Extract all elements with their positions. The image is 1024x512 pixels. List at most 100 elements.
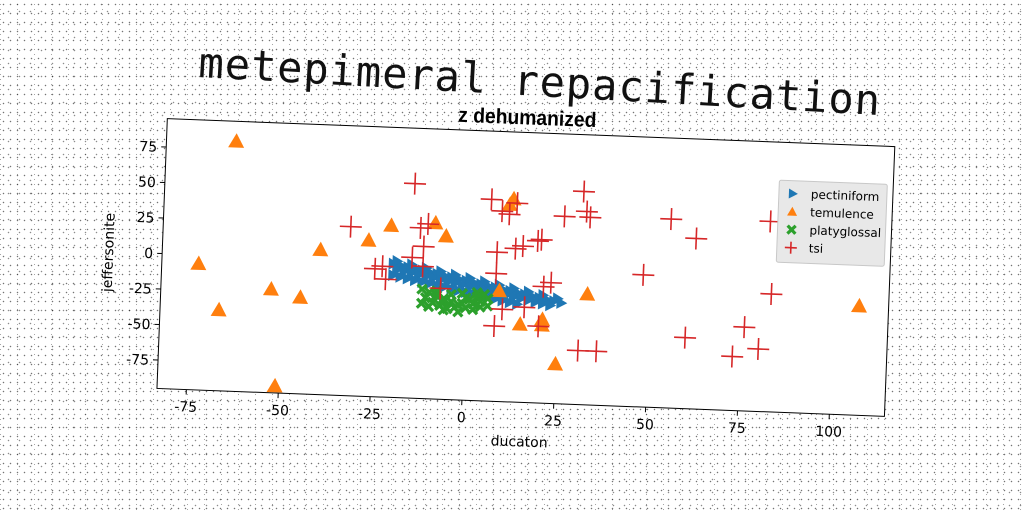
x-tick-label: -75 [174, 399, 197, 416]
data-point [228, 133, 245, 148]
legend-label: platyglossal [809, 223, 881, 240]
data-point [530, 295, 542, 308]
chart-title: z dehumanized [458, 104, 597, 132]
data-point [471, 286, 483, 299]
data-point [545, 299, 557, 312]
x-tick-label: -25 [358, 406, 381, 423]
data-point [452, 306, 464, 318]
legend-item: temulence [787, 205, 874, 222]
data-point [523, 285, 535, 298]
x-axis: -75 -50 -25 0 25 50 75 100 [174, 389, 842, 441]
legend-label: pectiniform [811, 187, 880, 204]
y-tick-label: 25 [136, 210, 154, 227]
data-point [409, 274, 421, 287]
data-point [585, 340, 608, 363]
data-point [399, 265, 411, 278]
series-platyglossal [415, 283, 494, 318]
data-point [416, 283, 428, 295]
series-temulence [190, 133, 867, 393]
data-point [511, 316, 528, 331]
legend-marker [784, 241, 797, 254]
data-point [266, 377, 283, 393]
x-tick-label: 0 [456, 410, 466, 426]
data-point [339, 215, 362, 238]
y-tick-label: -50 [127, 316, 150, 333]
data-point [402, 272, 414, 285]
data-point [685, 227, 708, 250]
data-point [660, 208, 683, 231]
series-pectiniform [388, 254, 568, 312]
data-point [575, 200, 598, 223]
data-point [292, 289, 309, 304]
data-point [530, 228, 553, 251]
data-point [537, 297, 549, 310]
data-point [526, 229, 549, 252]
data-point [579, 286, 596, 301]
data-point [552, 292, 564, 305]
data-point [428, 272, 440, 284]
data-point [504, 296, 516, 309]
data-marks [190, 133, 867, 393]
data-point [513, 296, 536, 319]
data-point [485, 262, 508, 285]
data-point [421, 270, 433, 283]
data-point [498, 203, 521, 226]
data-point [437, 228, 454, 243]
data-point [572, 180, 596, 203]
data-point [412, 235, 435, 258]
legend-item: pectiniform [788, 187, 880, 204]
data-point [190, 255, 207, 271]
data-point [312, 241, 329, 257]
y-axis-label: jeffersonite [100, 213, 119, 294]
y-tick-label: -75 [126, 352, 149, 369]
data-point [721, 345, 744, 368]
legend-item: tsi [784, 241, 824, 256]
data-point [481, 300, 494, 312]
y-tick-label: 0 [144, 246, 154, 262]
data-point [421, 261, 433, 274]
data-point [388, 269, 400, 282]
data-point [401, 246, 424, 269]
data-point [579, 206, 602, 229]
plot-frame [156, 118, 896, 417]
data-point [383, 217, 400, 233]
data-point [456, 287, 469, 300]
legend-box [775, 179, 888, 267]
x-tick-label: 50 [636, 417, 654, 434]
data-point [371, 255, 394, 278]
data-point [480, 188, 503, 211]
data-point [553, 205, 576, 228]
data-point [515, 292, 527, 305]
legend-label: temulence [810, 205, 874, 221]
data-point [457, 278, 469, 291]
data-point [506, 192, 529, 215]
data-point [404, 172, 427, 195]
data-point [374, 268, 397, 291]
data-point [540, 271, 563, 294]
data-point [415, 297, 428, 310]
data-point [465, 271, 477, 284]
data-point [413, 268, 425, 281]
data-point [436, 265, 448, 278]
data-point [424, 277, 436, 290]
legend-label: tsi [809, 241, 824, 256]
data-point [360, 232, 377, 247]
data-point [429, 277, 452, 300]
data-point [210, 301, 227, 317]
data-point [427, 214, 444, 230]
data-point [417, 212, 440, 235]
data-point [443, 275, 455, 288]
data-point [566, 339, 589, 362]
x-tick-label: -50 [266, 403, 289, 420]
data-point [508, 290, 520, 303]
legend-item: platyglossal [786, 223, 881, 240]
data-point [422, 300, 435, 313]
y-tick-label: -25 [129, 281, 152, 298]
legend-marker [788, 188, 798, 199]
data-point [733, 316, 756, 339]
data-point [490, 282, 507, 298]
data-point [527, 315, 550, 338]
data-point [392, 254, 404, 267]
